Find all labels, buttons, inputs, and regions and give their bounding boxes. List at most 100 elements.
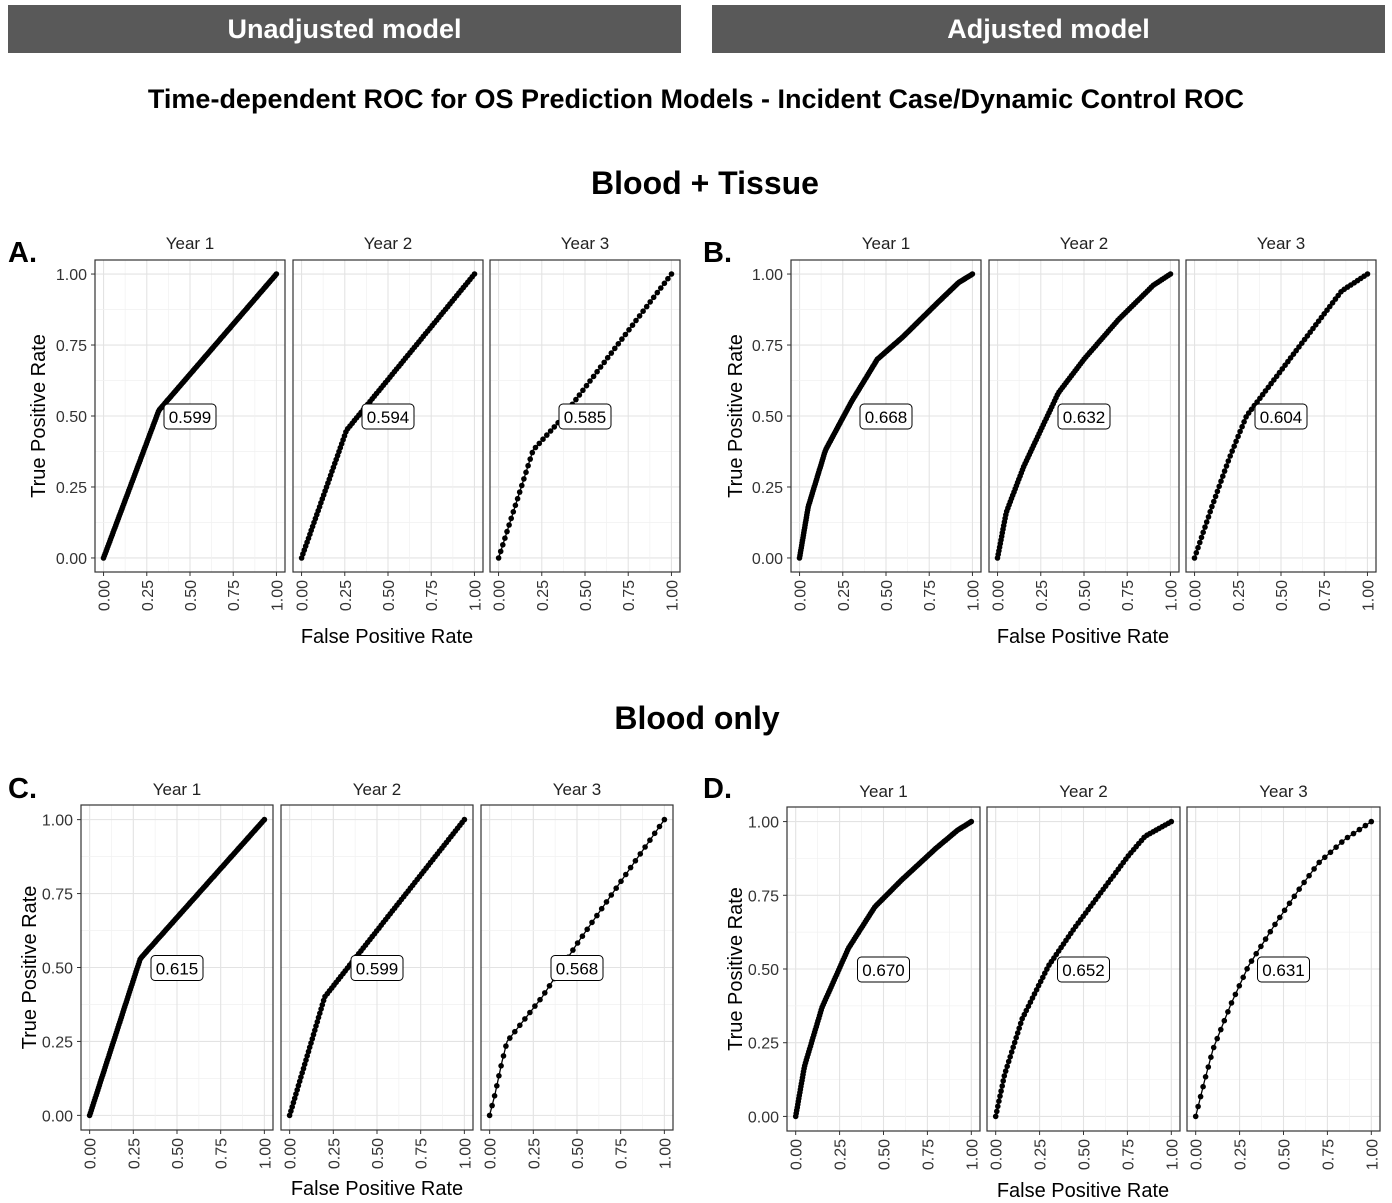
roc-point: [313, 1023, 319, 1029]
roc-point: [318, 1006, 324, 1012]
x-tick-label: 1.00: [467, 580, 484, 611]
roc-point: [521, 476, 527, 482]
roc-point: [319, 1002, 326, 1008]
x-tick-label: 0.50: [877, 1139, 894, 1170]
roc-point: [315, 1014, 322, 1021]
roc-panel-b: B. True Positive Rate False Positive Rate 0…: [703, 234, 1377, 648]
roc-point: [1311, 866, 1317, 872]
roc-point: [1350, 830, 1357, 837]
roc-point: [1214, 488, 1221, 495]
roc-point: [310, 1031, 317, 1038]
roc-point: [523, 469, 529, 476]
roc-point: [1211, 498, 1217, 505]
roc-point: [514, 495, 521, 502]
roc-point: [1244, 966, 1250, 972]
roc-point: [293, 1091, 299, 1097]
roc-point: [1212, 493, 1219, 500]
auc-label-box: [350, 955, 404, 981]
panel-label: C.: [8, 773, 37, 805]
auc-label: 0.615: [156, 960, 199, 979]
auc-label: 0.599: [169, 408, 212, 427]
x-tick-label: 0.75: [621, 580, 638, 611]
roc-point: [1322, 854, 1328, 861]
x-tick-label: 0.50: [570, 1138, 587, 1169]
auc-label-box: [361, 403, 415, 430]
roc-point: [527, 1009, 533, 1016]
roc-point: [317, 1010, 323, 1017]
x-tick-label: 0.75: [414, 1138, 431, 1169]
facet-year-2: Year 2 0.632 0.00 0.25 0.50 0.75 1.00: [988, 234, 1180, 611]
roc-point: [1040, 974, 1046, 981]
roc-point: [583, 382, 590, 389]
roc-point: [544, 432, 550, 438]
roc-point: [1220, 473, 1226, 480]
roc-point: [613, 885, 619, 891]
roc-point: [527, 456, 533, 462]
roc-point: [1010, 1044, 1016, 1050]
roc-point: [1016, 1025, 1022, 1031]
roc-point: [1013, 1034, 1019, 1041]
facet-strip-label: Year 1: [859, 782, 908, 801]
x-tick-label: 0.00: [97, 580, 114, 611]
roc-point: [604, 354, 611, 361]
auc-label-box: [859, 403, 913, 430]
auc-label: 0.604: [1260, 408, 1303, 427]
roc-point: [1286, 900, 1293, 907]
x-tick-label: 0.50: [879, 580, 896, 611]
roc-point: [1200, 1083, 1206, 1090]
roc-point: [1364, 271, 1371, 277]
roc-point: [1007, 1054, 1013, 1060]
roc-point: [658, 285, 664, 291]
y-tick-label: 0.25: [752, 480, 783, 497]
roc-point: [295, 1082, 302, 1089]
y-tick-label: 1.00: [752, 267, 783, 284]
roc-point: [1014, 1030, 1021, 1036]
roc-point: [594, 912, 600, 919]
roc-point: [968, 818, 975, 825]
auc-label: 0.585: [564, 408, 607, 427]
y-tick-label: 1.00: [748, 815, 779, 832]
roc-point: [305, 1048, 312, 1055]
roc-point: [1195, 1103, 1201, 1110]
roc-point: [529, 449, 536, 456]
y-tick-label: 0.25: [42, 1034, 73, 1051]
facet-strip-label: Year 2: [364, 234, 413, 253]
roc-point: [1191, 555, 1198, 561]
x-tick-label: 0.50: [381, 580, 398, 611]
roc-point: [601, 359, 607, 366]
x-tick-label: 0.75: [922, 580, 939, 611]
section-title-blood-tissue: Blood + Tissue: [591, 165, 819, 201]
roc-point: [261, 816, 268, 823]
roc-point: [661, 280, 668, 287]
roc-point: [580, 387, 586, 394]
roc-point: [1202, 524, 1208, 530]
roc-point: [1225, 1009, 1231, 1015]
x-tick-label: 0.25: [140, 580, 157, 611]
facet-year-3: Year 3 0.585 0.00 0.25 0.50 0.75 1.00: [489, 234, 681, 611]
x-tick-label: 0.25: [836, 580, 853, 611]
roc-point: [301, 1061, 308, 1068]
x-tick-label: 0.75: [1317, 580, 1334, 611]
roc-point: [1214, 1035, 1220, 1042]
roc-point: [668, 271, 675, 277]
roc-point: [502, 535, 508, 541]
roc-point: [506, 522, 512, 528]
roc-point: [1306, 872, 1312, 879]
roc-point: [1362, 822, 1369, 829]
roc-point: [508, 515, 514, 522]
roc-point: [525, 462, 531, 469]
roc-point: [1227, 453, 1233, 459]
roc-point: [522, 1016, 528, 1022]
roc-point: [650, 294, 657, 301]
roc-point: [291, 1095, 298, 1102]
roc-point: [996, 1098, 1002, 1104]
facet-year-1: Year 1 0.599 0.00 0.25 0.50 0.75 1.00: [94, 234, 286, 611]
y-axis-title: True Positive Rate: [725, 887, 747, 1051]
x-axis-title: False Positive Rate: [997, 626, 1169, 648]
roc-point: [1262, 936, 1269, 942]
x-tick-label: 0.50: [1077, 580, 1094, 611]
x-tick-label: 0.00: [492, 580, 509, 611]
roc-point: [608, 350, 615, 356]
x-tick-label: 0.00: [789, 1139, 806, 1170]
x-tick-label: 0.50: [1277, 1139, 1294, 1170]
